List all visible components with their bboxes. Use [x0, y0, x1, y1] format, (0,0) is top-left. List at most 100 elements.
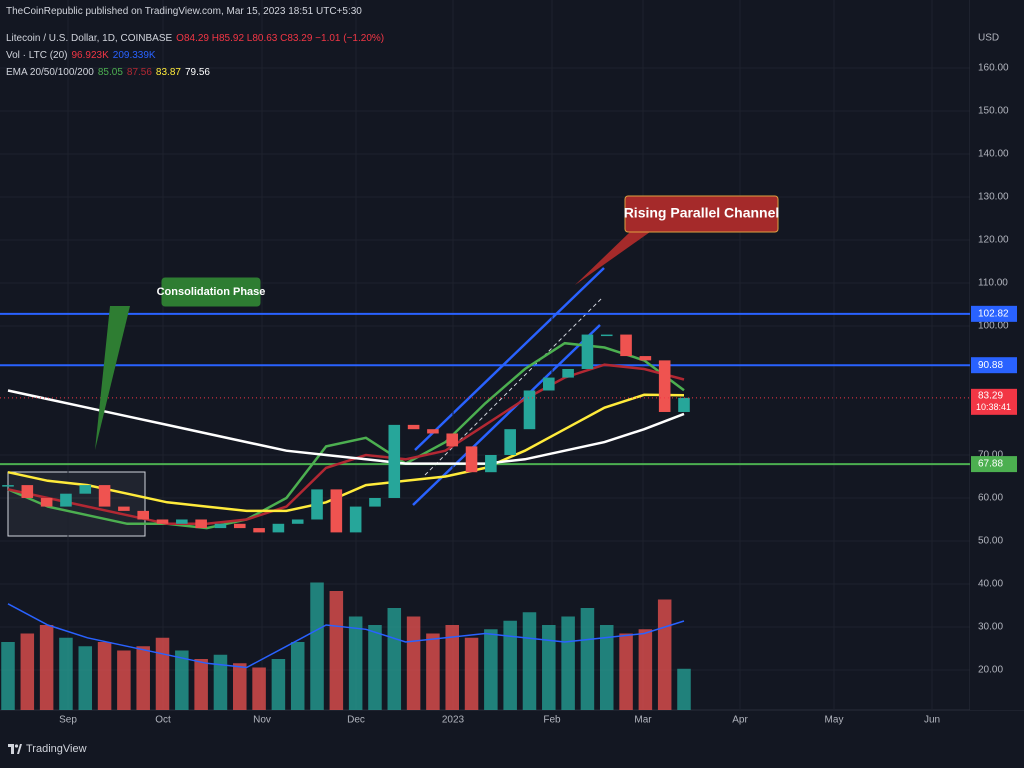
candle — [369, 497, 381, 507]
callout-box — [161, 277, 261, 307]
candle — [581, 334, 594, 369]
channel-line — [412, 324, 601, 506]
candle — [118, 506, 130, 511]
volume-bar — [271, 659, 286, 710]
volume-bar — [310, 582, 324, 710]
x-tick-label: May — [825, 715, 844, 726]
tv-logo — [8, 744, 22, 754]
volume-bar — [368, 625, 382, 710]
tradingview-brand[interactable]: TradingView — [26, 743, 87, 755]
ema-value: 87.56 — [126, 67, 152, 78]
volume-bar — [78, 646, 93, 710]
volume-bar — [542, 625, 556, 710]
volume-bar — [387, 608, 402, 710]
y-tick-label: 70.00 — [978, 450, 1003, 461]
volume-ma: 209.339K — [112, 50, 156, 61]
candle — [427, 429, 439, 434]
channel-line — [414, 267, 605, 451]
level-tag — [971, 357, 1017, 374]
y-tick-label: 140.00 — [978, 149, 1009, 160]
x-tick-label: 2023 — [442, 715, 465, 726]
ema-legend: EMA 20/50/100/200 85.05 87.56 83.87 79.56 — [6, 67, 214, 78]
level-label: 90.88 — [978, 360, 1003, 371]
candle — [233, 523, 246, 529]
axis-unit: USD — [978, 33, 999, 44]
candle — [446, 433, 459, 447]
volume-bar — [213, 654, 228, 710]
candle — [562, 368, 574, 378]
volume-bar — [252, 667, 266, 710]
candle — [156, 519, 169, 524]
symbol-legend: Litecoin / U.S. Dollar, 1D, COINBASE O84.… — [6, 33, 388, 44]
candle — [330, 489, 343, 533]
ema-line — [7, 393, 685, 513]
candle — [485, 454, 497, 473]
ema-line — [7, 389, 685, 465]
volume-bar — [677, 668, 691, 710]
footer: TradingView — [8, 743, 87, 755]
x-tick-label: Mar — [634, 715, 652, 726]
ema-label: EMA 20/50/100/200 — [6, 67, 94, 78]
volume-bar — [117, 650, 131, 710]
candle — [407, 424, 420, 430]
candle — [79, 485, 92, 494]
candle — [543, 377, 555, 391]
candle — [465, 446, 478, 473]
x-tick-label: Apr — [732, 715, 748, 726]
callout-box — [624, 195, 779, 233]
volume-bar — [97, 642, 112, 710]
volume-bar — [39, 625, 54, 710]
y-tick-label: 100.00 — [978, 321, 1009, 332]
volume-bar — [599, 625, 614, 710]
candle — [2, 485, 14, 487]
volume-bar — [406, 616, 421, 710]
last-price-label: 83.29 — [978, 390, 1003, 401]
volume-bar — [175, 650, 189, 710]
candle — [311, 489, 323, 520]
y-tick-label: 20.00 — [978, 665, 1003, 676]
candle — [620, 334, 632, 357]
volume-bar — [20, 633, 35, 710]
level-tag — [971, 305, 1017, 322]
y-tick-label: 50.00 — [978, 536, 1003, 547]
symbol: Litecoin / U.S. Dollar, 1D, COINBASE — [6, 33, 173, 44]
x-tick-label: Sep — [59, 715, 77, 726]
y-tick-label: 60.00 — [978, 493, 1003, 504]
volume-bar — [522, 612, 537, 710]
volume-ma-line — [7, 603, 685, 669]
volume-bar — [638, 629, 653, 710]
volume-bar — [233, 663, 247, 710]
candle — [504, 429, 516, 455]
ohlc: O84.29 H85.92 L80.63 C83.29 −1.01 (−1.20… — [176, 33, 385, 44]
last-price-tag — [971, 388, 1017, 415]
ema-value: 83.87 — [155, 67, 181, 78]
candle — [60, 493, 72, 507]
level-label: 67.88 — [978, 459, 1003, 470]
x-tick-label: Feb — [543, 715, 561, 726]
price-axis-bg — [970, 0, 1024, 710]
volume-bar — [136, 646, 150, 710]
candle — [678, 397, 690, 412]
candle — [349, 506, 362, 533]
y-tick-label: 120.00 — [978, 235, 1009, 246]
candle — [388, 424, 401, 498]
volume-bar — [580, 608, 595, 710]
y-tick-label: 150.00 — [978, 106, 1009, 117]
volume-legend: Vol · LTC (20) 96.923K 209.339K — [6, 50, 160, 61]
candle — [214, 523, 227, 529]
candle — [21, 485, 34, 498]
callout-text: Rising Parallel Channel — [624, 205, 780, 221]
candle — [40, 497, 53, 507]
callout-text: Consolidation Phase — [157, 286, 266, 298]
volume-bar — [348, 616, 363, 710]
x-tick-label: Nov — [253, 715, 271, 726]
volume-bar — [619, 633, 633, 710]
candle — [639, 356, 652, 361]
x-tick-label: Dec — [347, 715, 365, 726]
volume-value: 96.923K — [71, 50, 109, 61]
volume-bar — [561, 616, 575, 710]
candle — [600, 334, 613, 337]
candle — [272, 523, 285, 533]
candle — [176, 519, 188, 524]
